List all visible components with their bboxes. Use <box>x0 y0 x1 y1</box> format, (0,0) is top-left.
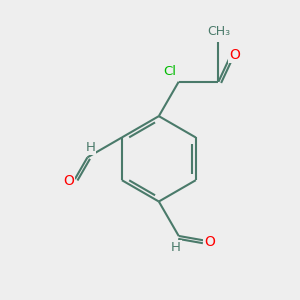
Text: Cl: Cl <box>164 65 176 78</box>
Text: H: H <box>85 141 95 154</box>
Text: O: O <box>204 235 215 249</box>
Text: O: O <box>229 48 240 62</box>
Text: CH₃: CH₃ <box>207 25 230 38</box>
Text: O: O <box>63 173 74 188</box>
Text: H: H <box>171 241 181 254</box>
